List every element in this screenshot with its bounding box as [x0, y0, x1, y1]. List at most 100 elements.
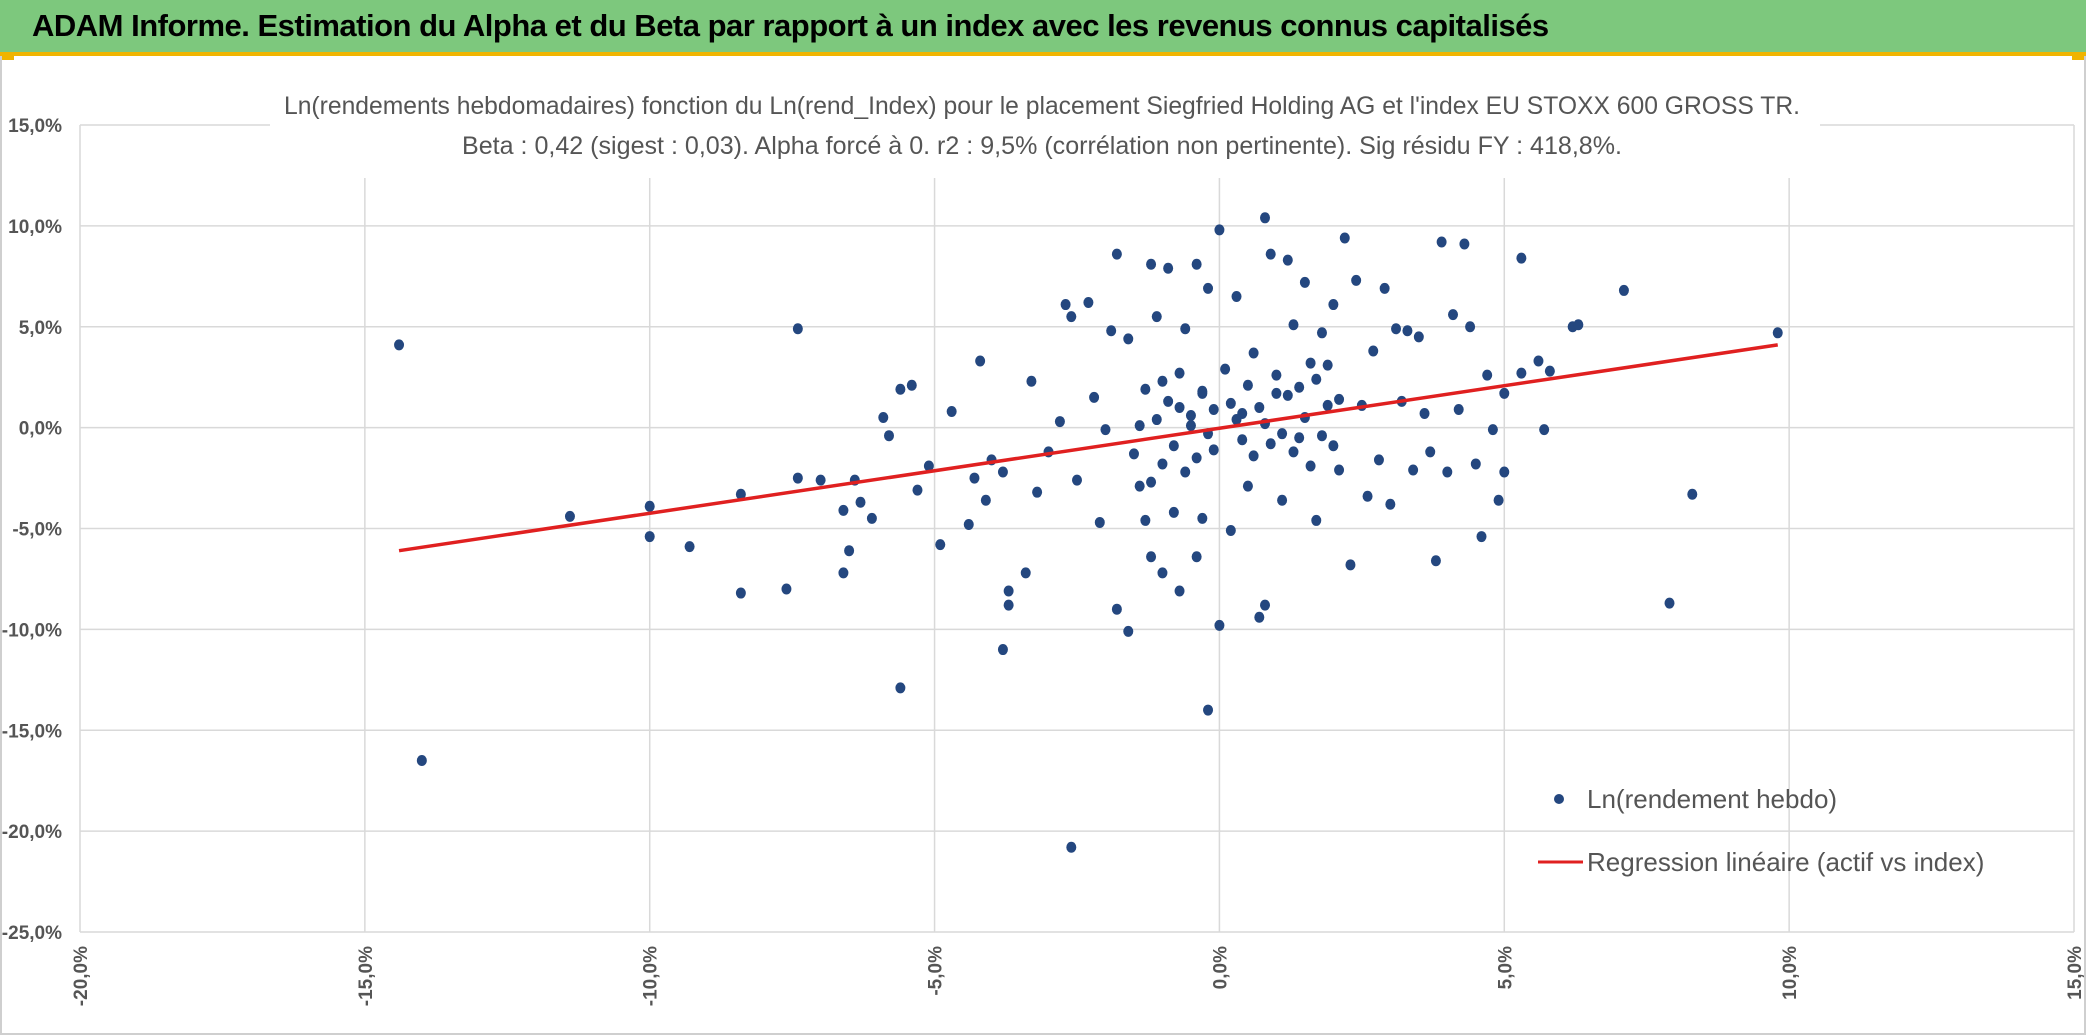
scatter-point	[1402, 325, 1413, 337]
scatter-point	[1242, 480, 1253, 492]
x-tick-label: -15,0%	[356, 946, 377, 1006]
scatter-point	[1106, 325, 1117, 337]
scatter-point	[1163, 262, 1174, 274]
scatter-point	[838, 567, 849, 579]
scatter-point	[1294, 381, 1305, 393]
scatter-point	[1573, 319, 1584, 331]
scatter-point	[1328, 440, 1339, 452]
scatter-point	[1408, 464, 1419, 476]
scatter-point	[1157, 567, 1168, 579]
scatter-point	[1020, 567, 1031, 579]
scatter-point	[912, 484, 923, 496]
scatter-point	[1379, 282, 1390, 294]
scatter-point	[1277, 428, 1288, 440]
scatter-point	[1345, 559, 1356, 571]
scatter-point	[735, 488, 746, 500]
y-tick-label: -20,0%	[2, 822, 62, 843]
scatter-point	[1470, 458, 1481, 470]
scatter-point	[1032, 486, 1043, 498]
scatter-point	[1516, 367, 1527, 379]
scatter-point	[1288, 446, 1299, 458]
scatter-point	[1539, 424, 1550, 436]
scatter-point	[1191, 452, 1202, 464]
scatter-point	[1146, 476, 1157, 488]
scatter-point	[975, 355, 986, 367]
scatter-point	[1334, 393, 1345, 405]
scatter-point	[1185, 420, 1196, 432]
scatter-point	[1003, 585, 1014, 597]
scatter-point	[1214, 224, 1225, 236]
scatter-point	[1254, 611, 1265, 623]
scatter-point	[1168, 506, 1179, 518]
scatter-point	[1487, 424, 1498, 436]
scatter-point	[1140, 383, 1151, 395]
scatter-point	[844, 545, 855, 557]
regression-line	[398, 343, 1779, 553]
scatter-point	[1220, 363, 1231, 375]
scatter-point	[1123, 333, 1134, 345]
scatter-point	[1157, 458, 1168, 470]
scatter-point	[1197, 512, 1208, 524]
report-title: ADAM Informe. Estimation du Alpha et du …	[32, 8, 1549, 43]
scatter-point	[1288, 319, 1299, 331]
title-banner: ADAM Informe. Estimation du Alpha et du …	[0, 0, 2086, 56]
scatter-points	[394, 212, 1783, 853]
scatter-point	[1436, 236, 1447, 248]
x-tick-label: -5,0%	[926, 946, 947, 996]
y-tick-label: -25,0%	[2, 923, 62, 944]
y-tick-label: 15,0%	[8, 116, 62, 137]
scatter-point	[1248, 347, 1259, 359]
scatter-point	[1225, 397, 1236, 409]
scatter-point	[1334, 464, 1345, 476]
y-tick-label: -10,0%	[2, 620, 62, 641]
scatter-point	[1111, 248, 1122, 260]
scatter-point	[1180, 323, 1191, 335]
scatter-point	[1305, 357, 1316, 369]
scatter-point	[1493, 494, 1504, 506]
scatter-point	[980, 494, 991, 506]
corner-marker-right	[2072, 52, 2086, 60]
grid-lines	[79, 124, 2075, 933]
scatter-point	[1265, 248, 1276, 260]
regression-line-group	[398, 343, 1779, 553]
scatter-point	[1123, 625, 1134, 637]
scatter-point	[1299, 276, 1310, 288]
scatter-point	[1772, 327, 1783, 339]
scatter-point	[1140, 514, 1151, 526]
scatter-point	[1146, 258, 1157, 270]
scatter-point	[1413, 331, 1424, 343]
scatter-point	[1089, 391, 1100, 403]
scatter-point	[1066, 841, 1077, 853]
scatter-point	[1191, 551, 1202, 563]
scatter-point	[1373, 454, 1384, 466]
scatter-point	[1128, 448, 1139, 460]
scatter-point	[1237, 434, 1248, 446]
scatter-point	[1231, 290, 1242, 302]
scatter-point	[838, 504, 849, 516]
scatter-point	[1305, 460, 1316, 472]
scatter-point	[1271, 369, 1282, 381]
scatter-point	[1231, 414, 1242, 426]
scatter-point	[1316, 327, 1327, 339]
scatter-point	[1339, 232, 1350, 244]
x-tick-label: 15,0%	[2065, 946, 2084, 1000]
scatter-point	[1026, 375, 1037, 387]
scatter-point	[1328, 299, 1339, 311]
scatter-point	[644, 531, 655, 543]
y-tick-label: -15,0%	[2, 721, 62, 742]
scatter-point	[1419, 408, 1430, 420]
chart-frame: 15,0% 10,0% 5,0% 0,0% -5,0% -10,0% -15,0% -20,0…	[0, 56, 2086, 1035]
scatter-point	[1254, 401, 1265, 413]
scatter-point	[1368, 345, 1379, 357]
title-background	[270, 86, 1820, 178]
scatter-point	[1260, 212, 1271, 224]
x-tick-label: -10,0%	[641, 946, 662, 1006]
scatter-point	[1151, 414, 1162, 426]
scatter-point	[1282, 254, 1293, 266]
scatter-point	[1544, 365, 1555, 377]
scatter-point	[1516, 252, 1527, 264]
scatter-point	[1134, 420, 1145, 432]
scatter-point	[781, 583, 792, 595]
scatter-point	[1282, 389, 1293, 401]
scatter-point	[935, 539, 946, 551]
